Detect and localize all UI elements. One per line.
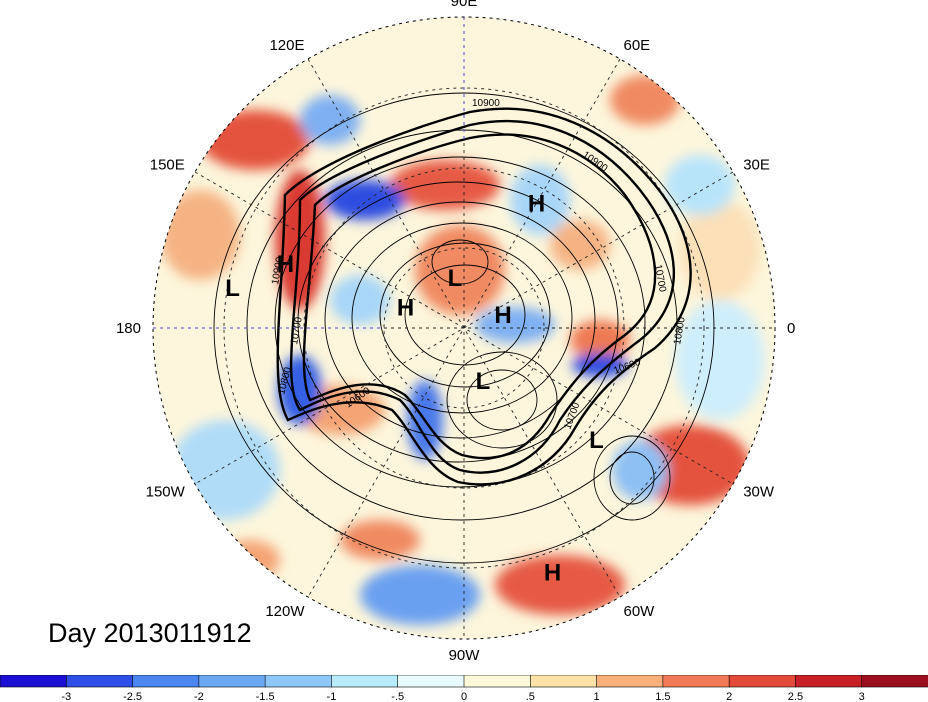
contour-label: 10800 <box>672 316 688 346</box>
colorbar-swatch <box>65 675 134 688</box>
colorbar-swatch <box>861 675 928 688</box>
colorbar-tick-label: 1 <box>594 691 600 702</box>
high-pressure-marker: H <box>494 302 511 329</box>
low-pressure-marker: L <box>225 275 240 302</box>
colorbar-tick-label: -.5 <box>391 691 404 702</box>
longitude-label: 180 <box>116 320 141 337</box>
colorbar-swatch <box>728 675 797 688</box>
high-pressure-marker: H <box>277 251 294 278</box>
colorbar-swatch <box>795 675 863 688</box>
high-pressure-marker: H <box>544 560 561 587</box>
longitude-label: 60W <box>624 603 656 620</box>
colorbar-swatch <box>529 675 598 688</box>
colorbar-tick-label: -1.5 <box>256 691 275 702</box>
longitude-label: 150E <box>150 157 185 174</box>
longitude-label: 120E <box>269 37 304 54</box>
colorbar-tick-label: -2 <box>194 691 204 702</box>
longitude-label: 150W <box>146 484 186 501</box>
low-pressure-marker: L <box>448 265 463 292</box>
colorbar: -3 -2.5 -2 -1.5 -1 -.5 0 .5 1 1.5 2 2.5 3 <box>0 675 928 702</box>
low-pressure-marker: L <box>476 368 491 395</box>
colorbar-swatch <box>463 675 532 688</box>
contour-label: 10900 <box>472 98 500 109</box>
colorbar-swatch <box>331 675 399 688</box>
colorbar-swatch <box>264 675 333 688</box>
colorbar-tick-label: 0 <box>461 691 467 702</box>
colorbar-swatch <box>198 675 266 688</box>
low-pressure-marker: L <box>589 427 604 454</box>
contour-label: 10900 <box>270 256 286 286</box>
longitude-label: 120W <box>265 603 305 620</box>
high-pressure-marker: H <box>528 190 545 217</box>
longitude-label: 90W <box>449 647 481 664</box>
colorbar-tick-label: 2 <box>726 691 732 702</box>
longitude-label: 0 <box>787 320 795 337</box>
colorbar-tick-label: .5 <box>526 691 535 702</box>
colorbar-swatch <box>596 675 664 688</box>
colorbar-swatch <box>397 675 465 688</box>
colorbar-tick-label: 1.5 <box>655 691 670 702</box>
graticule <box>153 17 775 639</box>
longitude-label: 60E <box>624 37 651 54</box>
longitude-label: 30W <box>743 484 775 501</box>
contour-label: 10700 <box>652 264 668 294</box>
pressure-center-labels: H L H L H H L L H <box>225 190 603 586</box>
map-boundary <box>152 16 776 640</box>
colorbar-swatch <box>132 675 200 688</box>
high-pressure-marker: H <box>397 295 414 322</box>
colorbar-tick-label: 3 <box>859 691 865 702</box>
jet-contours <box>276 107 692 486</box>
colorbar-tick-label: -3 <box>61 691 71 702</box>
colorbar-swatch <box>0 675 68 688</box>
colorbar-swatch <box>662 675 730 688</box>
longitude-labels: 90E 60E 30E 0 30W 60W 90W 120W 150W 180 150E 120E <box>116 0 795 664</box>
colorbar-tick-label: -2.5 <box>123 691 142 702</box>
contour-label: 10700 <box>289 316 305 346</box>
longitude-label: 30E <box>743 157 770 174</box>
colorbar-tick-label: -1 <box>327 691 337 702</box>
colorbar-tick-label: 2.5 <box>788 691 803 702</box>
longitude-label: 90E <box>451 0 478 10</box>
contour-value-labels: 10900 10900 10900 10800 10700 10600 1070… <box>270 98 688 431</box>
map-title: Day 2013011912 <box>48 618 252 648</box>
